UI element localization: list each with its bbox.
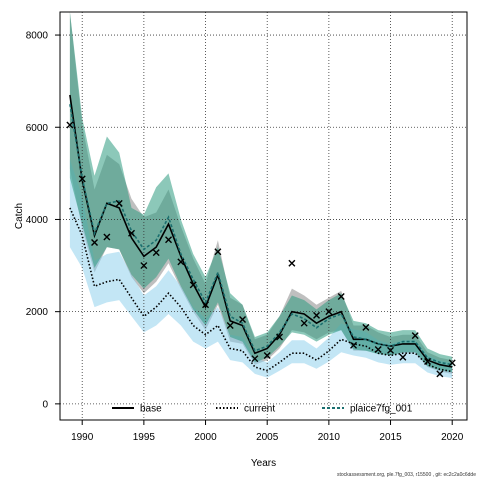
observed-point-1992	[103, 233, 111, 241]
x-tick-label-2000: 2000	[194, 432, 217, 443]
observed-point-2012	[350, 341, 358, 349]
footnote: stockassessment.org, ple.7fg_003, r15500…	[337, 472, 476, 478]
observed-point-1994	[128, 229, 136, 237]
band-current	[69, 159, 453, 378]
x-axis-label: Years	[251, 458, 276, 469]
observed-point-2006	[276, 333, 284, 341]
observed-point-1995	[140, 262, 148, 270]
plot-frame	[59, 11, 468, 421]
line-plaice7fg_001	[69, 104, 453, 366]
x-tick-label-2010: 2010	[318, 432, 341, 443]
observed-point-2005	[263, 351, 271, 359]
x-tick-label-2020: 2020	[441, 432, 464, 443]
x-tick-label-1995: 1995	[133, 432, 156, 443]
observed-point-1996	[152, 249, 160, 257]
legend-label-current: current	[244, 404, 275, 415]
band-plaice7fg_001	[69, 12, 453, 373]
observed-point-1998	[177, 258, 185, 266]
observed-point-1997	[165, 236, 173, 244]
observed-point-2020	[448, 359, 456, 367]
observed-point-2014	[374, 345, 382, 353]
y-axis: 0 2000 4000 6000 8000	[26, 31, 60, 410]
observed-point-1990	[78, 175, 86, 183]
series-lines	[69, 94, 453, 373]
observed-point-2019	[436, 370, 444, 378]
legend-label-base: base	[140, 404, 162, 415]
y-tick-label-4000: 4000	[26, 215, 49, 226]
observed-point-2008	[300, 319, 308, 327]
observed-point-2017	[411, 332, 419, 340]
observed-point-2011	[337, 292, 345, 300]
observed-point-2009	[313, 311, 321, 319]
observed-point-2013	[362, 323, 370, 331]
line-current	[69, 207, 453, 373]
observed-point-2000	[202, 301, 210, 309]
observed-point-2004	[251, 355, 259, 363]
y-tick-label-2000: 2000	[26, 307, 49, 318]
x-tick-label-2005: 2005	[256, 432, 279, 443]
observed-point-2016	[399, 353, 407, 361]
observed-point-1989	[66, 121, 74, 129]
confidence-bands	[69, 12, 453, 378]
y-tick-label-6000: 6000	[26, 123, 49, 134]
observed-point-1993	[115, 199, 123, 207]
observed-point-2007	[288, 259, 296, 267]
observed-point-2003	[239, 316, 247, 323]
observed-point-1999	[189, 281, 197, 289]
legend: base current plaice7fg_001	[112, 404, 413, 415]
observed-point-1991	[91, 239, 99, 247]
observed-points	[66, 121, 456, 378]
x-axis: 1990 1995 2000 2005 2010 2015 2020	[71, 420, 464, 443]
grid	[60, 12, 467, 420]
y-tick-label-0: 0	[42, 399, 48, 410]
observed-point-2018	[424, 357, 432, 365]
observed-point-2001	[214, 248, 222, 256]
observed-point-2002	[226, 321, 234, 329]
observed-point-2015	[387, 346, 395, 354]
x-tick-label-2015: 2015	[379, 432, 402, 443]
observed-point-2010	[325, 308, 333, 316]
y-axis-label: Catch	[14, 203, 25, 229]
y-tick-label-8000: 8000	[26, 31, 49, 42]
x-tick-label-1990: 1990	[71, 432, 94, 443]
legend-label-plaice7fg_001: plaice7fg_001	[350, 404, 413, 415]
